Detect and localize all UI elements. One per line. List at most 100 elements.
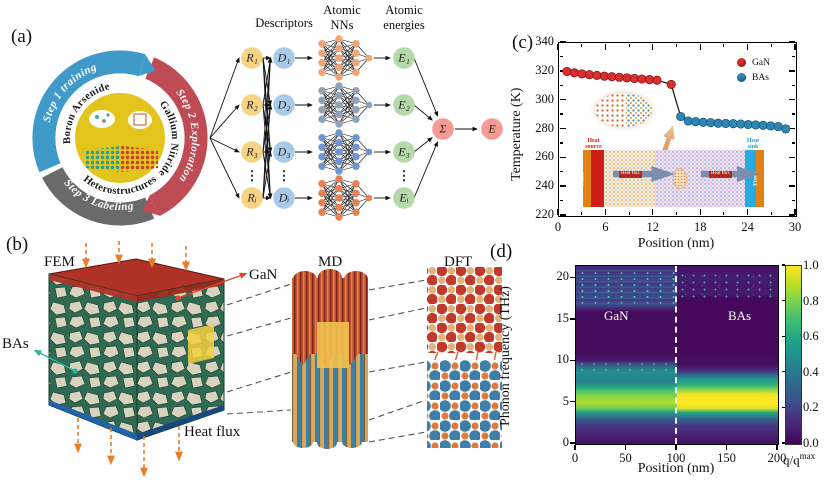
nn-edge	[413, 137, 433, 153]
heat-source-label: Heat source	[585, 138, 602, 150]
nn-block-neuron	[318, 40, 326, 48]
colorbar-tick-mark	[782, 335, 785, 337]
x-tick-label: 0	[571, 451, 579, 465]
sum-node-circle	[432, 118, 454, 140]
bas-lattice-sketch	[86, 146, 122, 172]
nn-block-neuron	[318, 208, 326, 216]
panel-a-workflow-diagram: Step 1 training Step 2 Exploration Step …	[32, 3, 503, 226]
tick-mark	[791, 55, 795, 57]
tick-mark	[791, 84, 795, 86]
nn-block-edge	[321, 38, 340, 73]
tick-mark	[559, 156, 566, 159]
nn-block-neuron	[352, 87, 360, 95]
tick-mark	[652, 43, 654, 50]
tick-mark	[559, 185, 566, 187]
heat-flux-label-right: Heat flux	[709, 171, 732, 178]
data-point-gan	[592, 70, 602, 80]
nn-block-neuron	[335, 101, 343, 109]
nn-block-neuron	[318, 115, 326, 123]
y-tick-label: 340	[535, 34, 554, 48]
tick-mark	[559, 127, 566, 130]
gan-pointer-arrow	[177, 272, 248, 299]
descriptor-node-label: D₁	[277, 50, 291, 64]
tick-mark	[746, 209, 749, 215]
d-x-axis-label: Position (nm)	[637, 461, 715, 476]
c-tick-layer: 0 6 12 18 24 30 220 240 260 280 300 320 340	[505, 25, 831, 257]
nn-block-edge	[321, 188, 340, 213]
x-tick-label: 200	[767, 451, 787, 465]
nn-edge	[209, 137, 240, 153]
cube-right-face	[136, 278, 225, 441]
bas-region	[655, 150, 745, 207]
nn-block-edge	[321, 48, 340, 73]
data-point-bas	[676, 111, 686, 122]
tick-mark	[557, 209, 559, 215]
atomic-energies-header-line2: energies	[383, 18, 425, 32]
nn-block-neuron	[335, 148, 343, 156]
data-point-gan	[614, 72, 624, 82]
tick-mark	[723, 211, 725, 215]
colorbar	[785, 265, 802, 445]
panel-d-phonon-heatmap: Phonon frequency (THz) Position (nm) 0 50…	[490, 240, 831, 483]
bas-pointer-arrow	[33, 349, 76, 372]
tick-mark	[628, 43, 630, 48]
energy-node-label: E₁	[397, 50, 410, 64]
c-legend: GaN BAs	[737, 55, 795, 85]
md-label: MD	[318, 254, 342, 270]
nn-block-neuron	[352, 143, 360, 151]
nn-block-edge	[338, 43, 357, 78]
data-point-bas	[743, 119, 753, 130]
nn-edge	[413, 57, 439, 117]
y-tick-label: 320	[535, 62, 554, 77]
nn-block-edge	[338, 90, 357, 115]
input-node-label: R₃	[245, 144, 258, 158]
heatmap-gan-label: GaN	[604, 308, 629, 323]
energy-node-label: Eᵢ	[398, 190, 408, 204]
nn-edge	[209, 104, 240, 139]
tick-mark	[770, 43, 772, 48]
legend-gan-label: GaN	[752, 57, 770, 68]
tick-mark	[570, 442, 575, 444]
tick-mark	[794, 209, 796, 215]
tick-mark	[746, 43, 749, 50]
fixed-label-left: Fixed	[579, 172, 586, 186]
cube-bottom-strip-right	[137, 405, 224, 440]
data-point-bas	[781, 124, 791, 134]
nn-block-neuron	[318, 189, 326, 197]
cube-left-face	[48, 273, 138, 441]
md-highlight-region	[317, 322, 349, 368]
nn-block-neuron	[318, 106, 326, 114]
heatmap-bas-label: BAs	[728, 308, 752, 323]
nn-block-neuron	[352, 199, 360, 207]
tick-mark	[675, 43, 678, 48]
data-point-bas	[751, 120, 761, 130]
colorbar-tick-label: 0.2	[803, 400, 819, 415]
fixed-bar-left: Fixed	[579, 150, 591, 207]
tick-mark	[559, 142, 564, 144]
c-data-plot	[562, 66, 791, 134]
tick-mark	[557, 43, 559, 50]
legend-entry-bas: BAs	[737, 70, 795, 85]
y-tick-label: 0	[562, 435, 569, 449]
step3-arrowhead-icon	[42, 167, 63, 184]
nn-block-neuron	[352, 115, 360, 123]
neural-network-diagram: R₁ D₁ E₁ R₂ D₂ E₂ R₃ D₃ E₃ Rᵢ Dᵢ Eᵢ Σ E ⋮ ⋮ ⋮	[209, 35, 503, 221]
nn-block-neuron	[352, 189, 360, 197]
fem-highlight-region	[188, 324, 214, 364]
colorbar-label: q/qmax	[783, 451, 816, 468]
tick-mark	[559, 98, 566, 101]
data-point-gan	[577, 69, 587, 79]
panel-c-label: (c)	[512, 32, 534, 53]
data-point-gan	[599, 71, 609, 81]
input-node-circle	[241, 94, 263, 116]
descriptor-node-label: D₃	[277, 144, 291, 158]
atomic-nns-header-line2: NNs	[331, 18, 354, 32]
nn-edge	[413, 104, 433, 121]
tick-mark	[570, 318, 575, 320]
nn-block-neuron	[335, 203, 343, 212]
data-point-gan	[644, 75, 655, 85]
tick-mark	[770, 211, 772, 215]
data-point-bas	[698, 117, 708, 127]
nn-block-edge	[338, 53, 357, 78]
tick-mark	[791, 171, 795, 173]
